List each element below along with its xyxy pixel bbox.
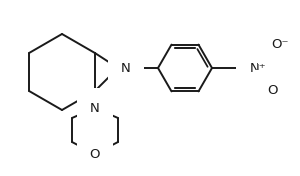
Text: N: N — [121, 61, 131, 74]
Text: N⁺: N⁺ — [250, 61, 266, 74]
Text: O: O — [267, 83, 277, 96]
Text: O⁻: O⁻ — [271, 37, 289, 51]
Text: O: O — [90, 147, 100, 161]
Text: N: N — [90, 102, 100, 115]
